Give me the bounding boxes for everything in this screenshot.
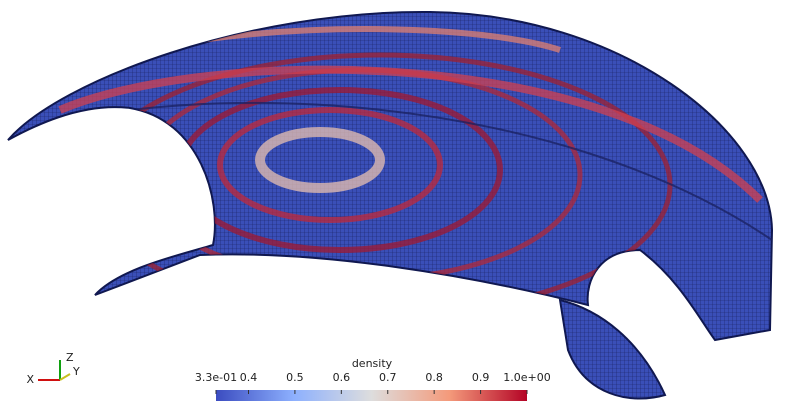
axis-label: Z bbox=[66, 351, 74, 364]
tick-label: 3.3e-01 bbox=[195, 371, 237, 384]
color-legend: density 3.3e-01 0.4 0.5 0.6 0.7 0.8 0.9 1.0e+00 bbox=[195, 357, 551, 401]
tick-label: 0.5 bbox=[286, 371, 304, 384]
tick-label: 0.4 bbox=[240, 371, 258, 384]
tick-label: 1.0e+00 bbox=[503, 371, 550, 384]
color-bar bbox=[216, 390, 527, 401]
axis-label: Y bbox=[72, 365, 80, 378]
tick-label: 0.6 bbox=[333, 371, 351, 384]
tick-label: 0.9 bbox=[472, 371, 490, 384]
legend-title: density bbox=[352, 357, 393, 370]
tick-label: 0.7 bbox=[379, 371, 397, 384]
axes-triad: X Z Y bbox=[26, 351, 80, 386]
mesh-surface bbox=[7, 10, 774, 400]
tick-label: 0.8 bbox=[425, 371, 443, 384]
axis-label: X bbox=[26, 373, 34, 386]
